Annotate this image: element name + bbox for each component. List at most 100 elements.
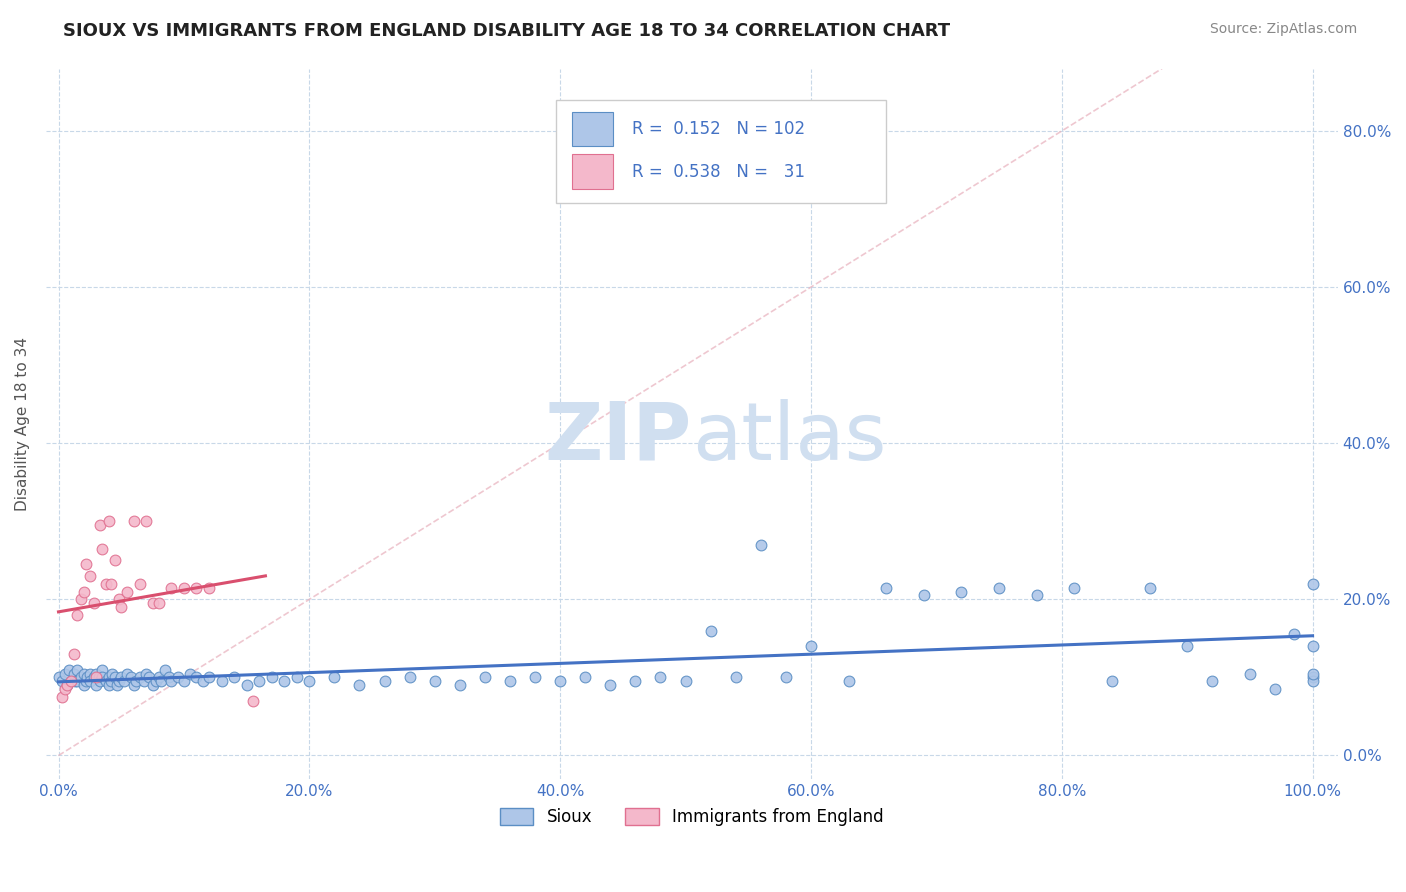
- Point: [1282, 627, 1305, 641]
- Point: [574, 670, 596, 684]
- Point: [96, 576, 118, 591]
- Point: [1063, 581, 1085, 595]
- Point: [125, 674, 148, 689]
- Point: [198, 670, 221, 684]
- Point: [599, 678, 621, 692]
- Point: [79, 569, 101, 583]
- Point: [298, 674, 321, 689]
- Point: [72, 678, 94, 692]
- Bar: [572, 154, 613, 188]
- Point: [1239, 666, 1261, 681]
- Point: [97, 670, 120, 684]
- Point: [117, 584, 139, 599]
- Point: [1025, 589, 1047, 603]
- Point: [48, 670, 70, 684]
- Point: [800, 639, 823, 653]
- Point: [84, 670, 107, 684]
- Point: [56, 678, 79, 692]
- Point: [129, 670, 152, 684]
- Point: [222, 670, 245, 684]
- Point: [62, 647, 84, 661]
- Point: [150, 674, 173, 689]
- Point: [145, 674, 167, 689]
- Point: [148, 670, 170, 684]
- Text: R =  0.152   N = 102: R = 0.152 N = 102: [633, 120, 806, 138]
- Point: [72, 584, 94, 599]
- Point: [53, 666, 76, 681]
- Point: [186, 581, 208, 595]
- Point: [84, 678, 107, 692]
- Point: [166, 670, 188, 684]
- Point: [1264, 682, 1286, 697]
- Point: [449, 678, 471, 692]
- Point: [58, 663, 80, 677]
- Point: [76, 670, 98, 684]
- Point: [160, 581, 183, 595]
- Point: [104, 670, 127, 684]
- Point: [1139, 581, 1161, 595]
- Point: [173, 581, 195, 595]
- Point: [89, 674, 111, 689]
- Point: [699, 624, 721, 638]
- Point: [1201, 674, 1223, 689]
- Point: [548, 674, 571, 689]
- Point: [474, 670, 496, 684]
- Point: [323, 670, 346, 684]
- Bar: [572, 112, 613, 146]
- Point: [912, 589, 935, 603]
- Point: [107, 678, 129, 692]
- Point: [75, 558, 97, 572]
- Point: [60, 674, 83, 689]
- Point: [273, 674, 295, 689]
- Point: [70, 670, 93, 684]
- Point: [107, 592, 129, 607]
- Point: [122, 678, 145, 692]
- Point: [122, 514, 145, 528]
- Point: [56, 678, 79, 692]
- Point: [242, 694, 264, 708]
- Text: SIOUX VS IMMIGRANTS FROM ENGLAND DISABILITY AGE 18 TO 34 CORRELATION CHART: SIOUX VS IMMIGRANTS FROM ENGLAND DISABIL…: [63, 22, 950, 40]
- Point: [66, 607, 89, 622]
- Point: [211, 674, 233, 689]
- Point: [70, 592, 93, 607]
- Point: [75, 674, 97, 689]
- Point: [1302, 670, 1324, 684]
- Point: [129, 576, 152, 591]
- Point: [97, 678, 120, 692]
- Point: [749, 538, 772, 552]
- Point: [1101, 674, 1123, 689]
- Point: [142, 678, 165, 692]
- Point: [398, 670, 420, 684]
- Point: [87, 670, 110, 684]
- Point: [499, 674, 522, 689]
- Point: [191, 674, 214, 689]
- Point: [107, 674, 129, 689]
- Point: [186, 670, 208, 684]
- Point: [675, 674, 697, 689]
- Point: [524, 670, 547, 684]
- Point: [624, 674, 647, 689]
- Point: [63, 674, 86, 689]
- Point: [285, 670, 308, 684]
- Point: [775, 670, 797, 684]
- Text: R =  0.538   N =   31: R = 0.538 N = 31: [633, 162, 806, 180]
- Y-axis label: Disability Age 18 to 34: Disability Age 18 to 34: [15, 336, 30, 511]
- Point: [96, 674, 118, 689]
- Point: [66, 663, 89, 677]
- Point: [650, 670, 672, 684]
- Point: [83, 596, 105, 610]
- Point: [148, 596, 170, 610]
- Point: [110, 600, 132, 615]
- FancyBboxPatch shape: [557, 101, 886, 203]
- Point: [1302, 639, 1324, 653]
- Point: [988, 581, 1011, 595]
- Point: [875, 581, 897, 595]
- Point: [104, 553, 127, 567]
- Point: [132, 674, 155, 689]
- Point: [157, 670, 180, 684]
- Point: [89, 518, 111, 533]
- Text: atlas: atlas: [692, 399, 886, 477]
- Point: [1302, 666, 1324, 681]
- Point: [179, 666, 201, 681]
- Point: [53, 682, 76, 697]
